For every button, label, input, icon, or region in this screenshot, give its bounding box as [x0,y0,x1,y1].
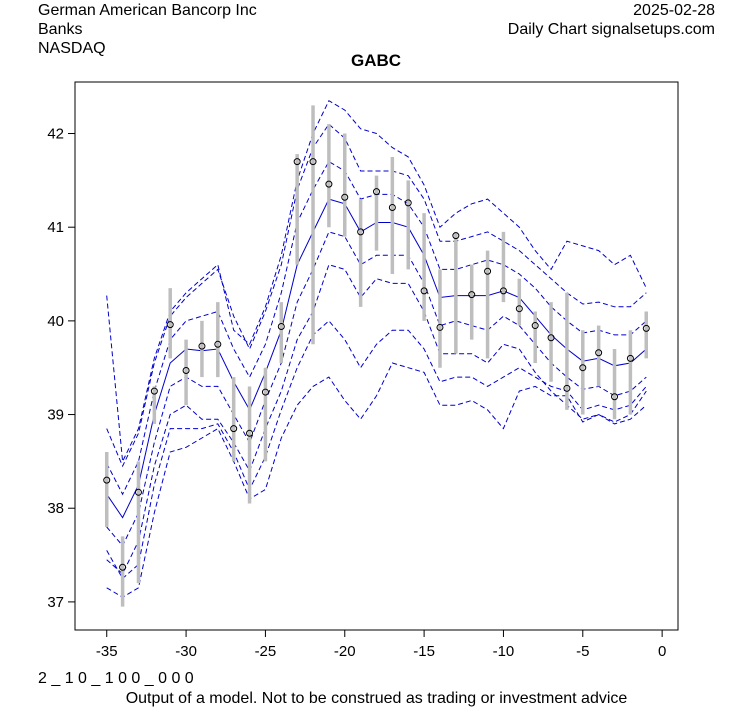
x-tick-label: -15 [413,643,435,660]
close-point [563,384,571,392]
disclaimer: Output of a model. Not to be construed a… [125,690,628,707]
close-point [230,425,238,433]
sector-label: Banks [38,21,83,38]
close-point [325,180,333,188]
close-point [579,364,587,372]
chart-date: 2025-02-28 [633,2,715,19]
close-point [484,267,492,275]
company-name: German American Bancorp Inc [38,2,257,19]
y-axis: 37 38 39 40 41 42 [47,126,75,611]
close-point [452,232,460,240]
close-point [134,488,142,496]
y-tick-label: 41 [47,219,64,236]
chart-title: GABC [351,51,401,70]
close-point [166,321,174,329]
band-line [106,123,647,468]
plot-frame [74,81,679,631]
close-point [404,199,412,207]
close-point [309,158,317,166]
close-point [293,158,301,166]
x-tick-label: -5 [576,643,589,660]
close-point [595,349,603,357]
close-point [373,188,380,196]
x-tick-label: -25 [255,643,277,660]
close-point [357,228,365,236]
close-point [626,354,634,362]
close-point [277,322,285,330]
y-tick-label: 39 [47,407,64,424]
close-point [642,324,650,332]
close-point [531,322,539,330]
model-code: 2 _ 1 0 _ 1 0 0 _ 0 0 0 [38,670,194,687]
band-line [106,362,647,598]
close-point [214,340,222,348]
close-point [246,429,254,437]
band-line [106,231,647,547]
daily-ranges [104,105,649,607]
close-point [420,287,428,295]
close-point [119,563,127,571]
y-tick-label: 38 [47,500,64,517]
band-line [106,320,647,580]
close-point [468,291,476,299]
close-point [103,476,111,484]
close-point [261,388,269,396]
close-point [150,387,158,395]
close-point [341,193,349,201]
y-tick-label: 42 [47,126,64,143]
close-point [499,287,507,295]
exchange-label: NASDAQ [38,40,106,57]
x-tick-label: -10 [493,643,515,660]
x-tick-label: 0 [658,643,666,660]
close-point [198,342,206,350]
close-point [436,323,444,331]
chart-source: Daily Chart signalsetups.com [507,21,715,38]
x-axis: -35 -30 -25 -20 -15 -10 -5 0 [96,630,666,660]
close-point [611,393,619,401]
x-tick-label: -35 [96,643,118,660]
close-point [182,367,190,375]
close-points [103,158,650,571]
close-point [388,204,396,212]
y-tick-label: 37 [47,594,64,611]
band-line [106,99,647,464]
x-tick-label: -30 [175,643,197,660]
close-point [515,305,523,313]
x-tick-label: -20 [334,643,356,660]
y-tick-label: 40 [47,313,64,330]
close-point [547,334,555,342]
